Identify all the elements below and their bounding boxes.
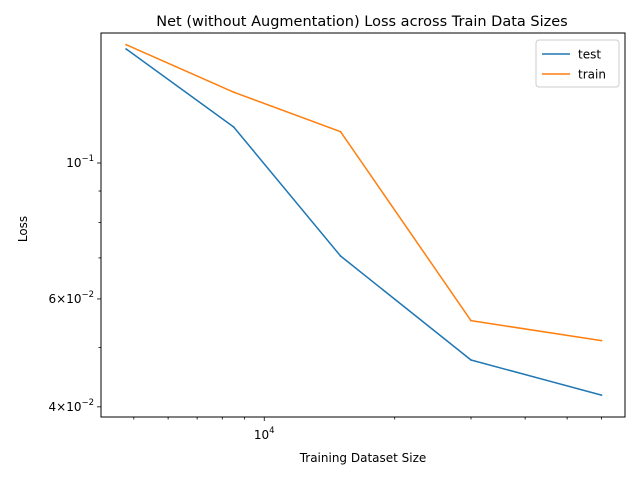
- y-axis-label: Loss: [16, 216, 30, 242]
- series-line-test: [125, 48, 602, 396]
- legend-label-test: test: [578, 48, 601, 62]
- legend: test train: [535, 39, 620, 88]
- data-point-train-1: [232, 91, 235, 94]
- data-point-test-2: [339, 255, 342, 257]
- y-tick-label-1: 6×10−2: [49, 290, 95, 306]
- data-point-train-3: [470, 319, 472, 322]
- legend-box: [535, 39, 620, 88]
- y-tick-label-2: 4×10−2: [49, 398, 95, 414]
- y-axis-ticks: 10−1 6×10−2 4×10−2: [49, 154, 101, 414]
- data-point-test-4: [600, 394, 603, 397]
- legend-label-train: train: [578, 68, 606, 82]
- plot-frame: [100, 32, 626, 418]
- chart-title: Net (without Augmentation) Loss across T…: [156, 14, 567, 30]
- data-point-test-0: [125, 48, 128, 50]
- data-point-test-1: [232, 126, 235, 128]
- series-line-train: [125, 43, 602, 342]
- data-point-test-3: [470, 359, 472, 361]
- x-axis-ticks: 104: [133, 417, 602, 442]
- plot-lines: [125, 43, 603, 397]
- x-axis-label: Training Dataset Size: [299, 451, 427, 465]
- y-tick-label-0: 10−1: [66, 154, 94, 170]
- data-point-train-2: [339, 130, 342, 133]
- x-tick-label-0: 104: [254, 426, 275, 442]
- data-point-train-0: [125, 43, 128, 46]
- data-point-train-4: [600, 339, 603, 342]
